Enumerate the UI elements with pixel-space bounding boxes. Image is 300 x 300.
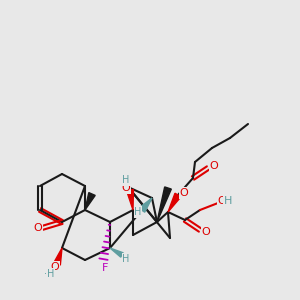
Text: O: O [218, 196, 226, 206]
Text: O: O [34, 223, 42, 233]
Polygon shape [157, 187, 171, 222]
Text: O: O [180, 188, 188, 198]
Text: O: O [202, 227, 210, 237]
Text: H: H [134, 207, 142, 217]
Text: F: F [102, 263, 108, 273]
Text: O: O [51, 262, 59, 272]
Polygon shape [127, 190, 134, 210]
Polygon shape [54, 248, 62, 265]
Polygon shape [85, 193, 95, 210]
Polygon shape [139, 198, 152, 212]
Polygon shape [110, 248, 123, 257]
Text: ·H: ·H [44, 269, 54, 279]
Text: O: O [210, 161, 218, 171]
Text: H: H [224, 196, 232, 206]
Polygon shape [168, 193, 181, 212]
Text: O: O [122, 183, 130, 193]
Text: H: H [122, 254, 130, 264]
Text: H: H [122, 175, 130, 185]
